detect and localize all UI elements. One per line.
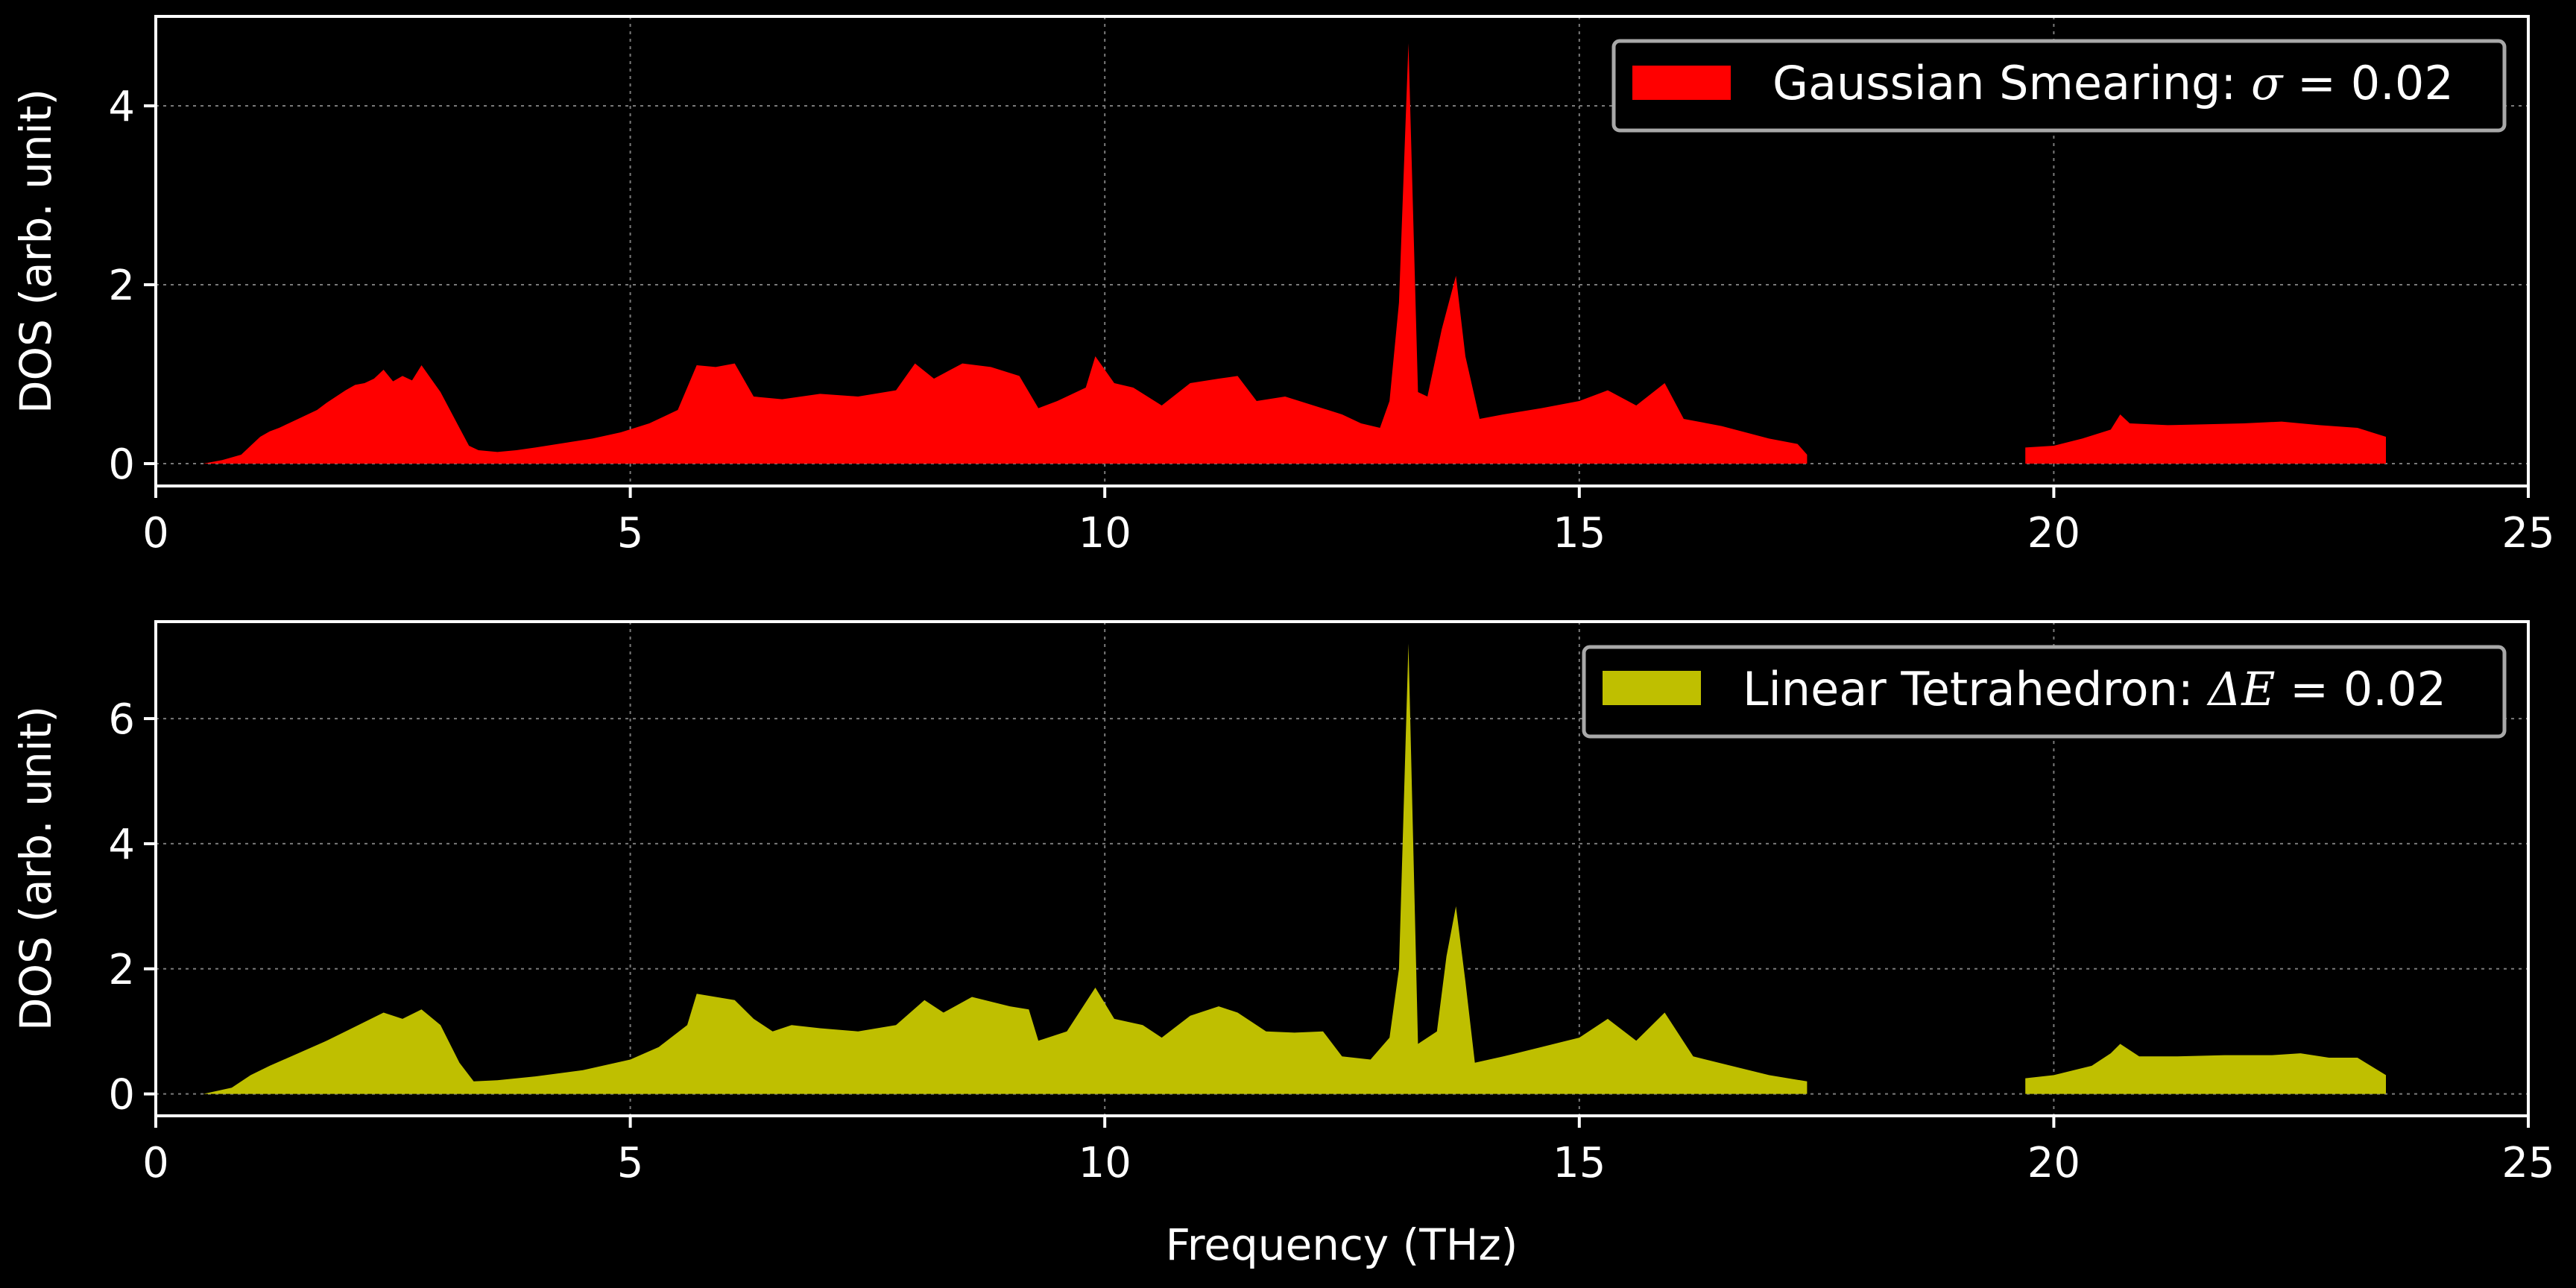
- x-tick-label: 25: [2501, 1139, 2554, 1187]
- linear-tetrahedron-panel: 0 5 10 15 20 25 0 2 4 6 DOS (arb. unit) Frequency…: [10, 620, 2555, 1270]
- x-tick-label: 10: [1079, 509, 1131, 558]
- y-tick-label: 0: [108, 441, 135, 489]
- y-axis-label: DOS (arb. unit): [10, 706, 61, 1031]
- dos-area-segment-2: [2025, 414, 2386, 464]
- legend-frame: [1611, 39, 2507, 133]
- x-tick-label: 15: [1553, 1139, 1606, 1187]
- x-tick-label: 10: [1079, 1139, 1131, 1187]
- y-tick-label: 4: [108, 821, 135, 869]
- legend-frame: [1582, 645, 2507, 739]
- legend: Gaussian Smearing: σ = 0.02: [1611, 39, 2507, 133]
- x-tick-label: 5: [617, 509, 644, 558]
- dos-fill: [203, 643, 2386, 1094]
- legend-swatch: [1603, 671, 1701, 705]
- legend: Linear Tetrahedron: ΔE = 0.02: [1582, 645, 2507, 739]
- x-tick-label: 0: [142, 1139, 169, 1187]
- x-tick-label: 0: [142, 509, 169, 558]
- gridlines: [155, 622, 2529, 1116]
- x-tick-label: 25: [2501, 509, 2554, 558]
- y-tick-label: 2: [108, 262, 135, 310]
- y-axis-label: DOS (arb. unit): [10, 89, 61, 414]
- y-tick-label: 0: [108, 1071, 135, 1120]
- dos-area-segment-2: [2025, 1044, 2386, 1094]
- legend-label: Gaussian Smearing: σ = 0.02: [1772, 56, 2454, 110]
- plot-frame: [154, 15, 2530, 487]
- ticks: 0 5 10 15 20 25 0 2 4: [108, 83, 2554, 558]
- dos-area-segment-1: [203, 643, 1808, 1094]
- y-tick-label: 2: [108, 946, 135, 994]
- x-tick-label: 20: [2027, 509, 2080, 558]
- gaussian-smearing-panel: 0 5 10 15 20 25 0 2 4 DOS (arb. unit) Gaussian S…: [10, 15, 2555, 558]
- x-tick-label: 15: [1553, 509, 1606, 558]
- x-axis-label: Frequency (THz): [1166, 1219, 1518, 1270]
- ticks: 0 5 10 15 20 25 0 2 4 6: [108, 695, 2554, 1187]
- dos-area-segment-1: [203, 43, 1808, 464]
- legend-swatch: [1632, 66, 1731, 100]
- dos-fill: [203, 43, 2386, 464]
- plot-frame: [154, 620, 2530, 1117]
- x-tick-label: 5: [617, 1139, 644, 1187]
- legend-label: Linear Tetrahedron: ΔE = 0.02: [1743, 662, 2446, 716]
- y-tick-label: 6: [108, 695, 135, 744]
- y-tick-label: 4: [108, 83, 135, 131]
- x-tick-label: 20: [2027, 1139, 2080, 1187]
